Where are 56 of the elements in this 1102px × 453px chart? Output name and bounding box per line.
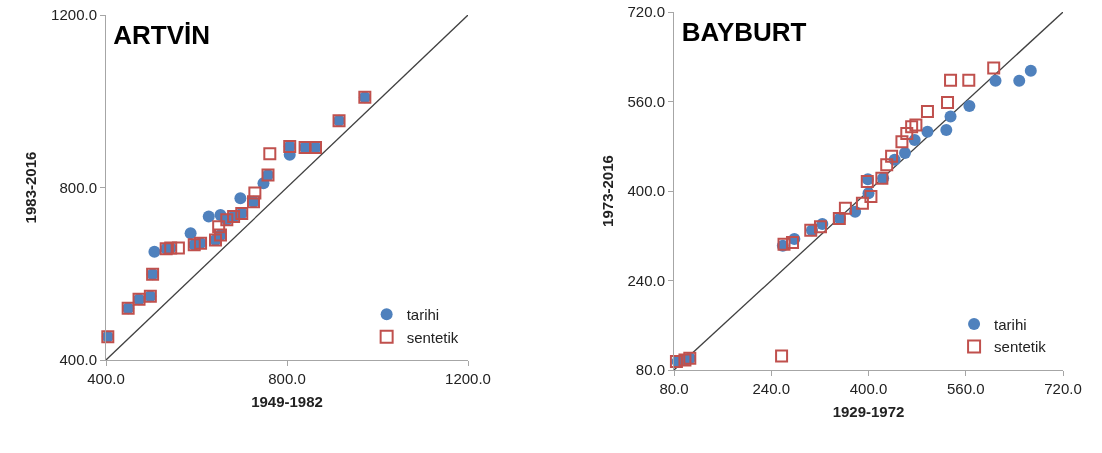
- point: [880, 158, 894, 172]
- point: [1013, 74, 1026, 87]
- legend-label: sentetik: [994, 338, 1047, 356]
- point: [963, 99, 976, 112]
- chart-title: BAYBURT: [681, 16, 807, 47]
- point: [855, 196, 869, 210]
- point: [263, 147, 277, 161]
- y-tick-label: 400.0: [627, 182, 665, 200]
- point: [895, 135, 909, 149]
- point: [234, 192, 247, 205]
- x-tick-label: 400.0: [87, 370, 125, 387]
- point: [838, 201, 852, 215]
- point: [885, 149, 899, 163]
- y-tick-label: 560.0: [627, 92, 665, 110]
- point: [944, 110, 957, 123]
- y-tick-label: 720.0: [627, 3, 665, 21]
- x-tick-label: 80.0: [659, 380, 689, 397]
- point: [184, 227, 197, 240]
- point: [864, 190, 878, 204]
- x-tick-label: 560.0: [946, 380, 985, 397]
- x-tick-label: 720.0: [1044, 380, 1082, 397]
- x-tick-label: 240.0: [752, 380, 791, 397]
- point: [171, 241, 185, 255]
- point: [920, 105, 934, 119]
- legend-label: tarihi: [994, 315, 1027, 333]
- point: [202, 210, 215, 223]
- point: [248, 186, 262, 200]
- y-tick-label: 240.0: [627, 271, 665, 289]
- point: [962, 73, 976, 87]
- point: [813, 220, 827, 234]
- point: [940, 124, 953, 137]
- point: [212, 220, 226, 234]
- x-axis-title: 1949-1982: [251, 393, 323, 410]
- chart-title: ARTVİN: [113, 19, 211, 50]
- y-axis-title: 1983-2016: [22, 151, 40, 224]
- point: [941, 96, 955, 110]
- x-tick-label: 800.0: [268, 370, 306, 387]
- point: [989, 74, 1002, 87]
- y-tick-label: 1200.0: [51, 6, 97, 24]
- point: [909, 118, 923, 132]
- x-axis-title: 1929-1972: [832, 403, 905, 420]
- point: [900, 126, 914, 140]
- x-tick-label: 400.0: [849, 380, 888, 397]
- point: [905, 120, 919, 134]
- point: [148, 245, 161, 258]
- legend-label: sentetik: [406, 328, 459, 346]
- y-tick-label: 400.0: [59, 351, 97, 369]
- legend-label: tarihi: [406, 306, 440, 324]
- point: [921, 125, 934, 138]
- point: [775, 349, 789, 363]
- y-tick-label: 800.0: [59, 178, 97, 196]
- y-axis-title: 1973-2016: [598, 155, 616, 227]
- point: [1024, 64, 1037, 77]
- point: [987, 61, 1001, 75]
- x-tick-label: 1200.0: [445, 370, 491, 387]
- point: [944, 73, 958, 87]
